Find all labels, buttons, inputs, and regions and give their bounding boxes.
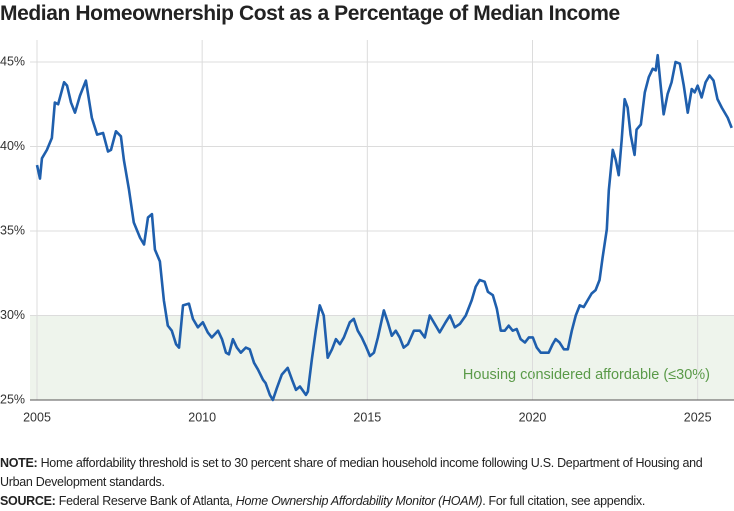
y-tick-label: 45% (0, 54, 25, 68)
x-tick-label: 2005 (23, 410, 51, 424)
line (35, 53, 733, 402)
x-tick-label: 2010 (188, 410, 216, 424)
x-tick-label: 2015 (353, 410, 381, 424)
affordable-band (30, 315, 734, 400)
note-text: Home affordability threshold is set to 3… (0, 456, 703, 489)
y-tick-label: 25% (0, 392, 25, 406)
x-tick-label: 2025 (684, 410, 712, 424)
annotation: Housing considered affordable (≤30%) (463, 367, 710, 383)
note: NOTE: Home affordability threshold is se… (0, 454, 730, 492)
y-tick-label: 35% (0, 223, 25, 237)
chart: Housing considered affordable (≤30%) 25% 3… (0, 40, 734, 424)
y-tick-label: 40% (0, 139, 25, 153)
x-tick-label: 2020 (519, 410, 547, 424)
source-text: Federal Reserve Bank of Atlanta, (58, 494, 233, 508)
y-tick-label: 30% (0, 308, 25, 322)
note-label: NOTE: (0, 456, 38, 470)
notes: NOTE: Home affordability threshold is se… (0, 454, 730, 511)
source-label: SOURCE: (0, 494, 56, 508)
source: SOURCE: Federal Reserve Bank of Atlanta,… (0, 492, 730, 511)
source-text: . For full citation, see appendix. (482, 494, 646, 508)
chart-title: Median Homeownership Cost as a Percentag… (0, 2, 620, 25)
source-title: Home Ownership Affordability Monitor (HO… (235, 494, 483, 508)
